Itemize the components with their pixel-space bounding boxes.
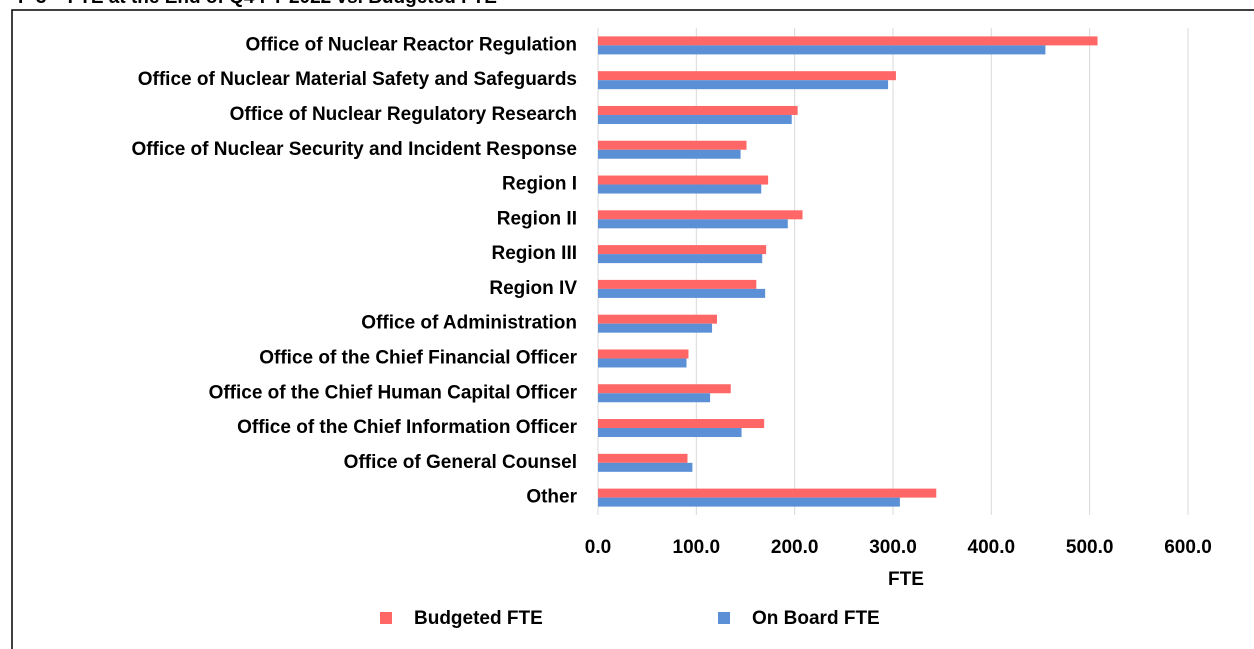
y-tick-label: Region III xyxy=(492,243,578,264)
x-tick-label: 0.0 xyxy=(585,537,611,558)
bar xyxy=(598,462,693,472)
bar xyxy=(598,175,769,185)
y-tick-label: Other xyxy=(526,487,577,508)
bar xyxy=(598,219,788,229)
bar xyxy=(598,323,713,333)
bar xyxy=(598,384,731,394)
bar xyxy=(598,45,1046,55)
y-tick-label: Office of the Chief Financial Officer xyxy=(259,347,577,368)
bar xyxy=(598,105,798,115)
y-tick-label: Office of the Chief Information Officer xyxy=(237,417,578,438)
bar xyxy=(598,36,1098,46)
bar xyxy=(598,497,900,507)
bar xyxy=(598,71,896,81)
legend-label: On Board FTE xyxy=(752,608,880,629)
x-axis-label: FTE xyxy=(888,569,924,590)
bar xyxy=(598,80,889,90)
x-tick-label: 500.0 xyxy=(1066,537,1114,558)
x-tick-label: 300.0 xyxy=(869,537,917,558)
frame xyxy=(11,9,1254,649)
x-tick-label: 100.0 xyxy=(673,537,721,558)
chart-title: F-3 – FTE at the End of Q4 FY 2022 vs. B… xyxy=(18,0,497,8)
bar xyxy=(598,254,763,264)
legend-label: Budgeted FTE xyxy=(414,608,543,629)
bar xyxy=(598,184,762,194)
bar xyxy=(598,314,717,324)
y-tick-label: Office of Nuclear Material Safety and Sa… xyxy=(138,69,577,90)
legend-swatch xyxy=(380,612,392,624)
x-tick-label: 600.0 xyxy=(1164,537,1212,558)
bar xyxy=(598,358,687,368)
bar xyxy=(598,288,766,298)
bar xyxy=(598,419,765,429)
bar xyxy=(598,245,767,255)
y-tick-label: Office of Nuclear Security and Incident … xyxy=(131,139,577,160)
x-tick-label: 400.0 xyxy=(968,537,1016,558)
bar xyxy=(598,393,711,403)
y-tick-label: Office of Nuclear Regulatory Research xyxy=(230,104,577,125)
y-tick-label: Office of the Chief Human Capital Office… xyxy=(209,382,578,403)
bar xyxy=(598,210,803,220)
bar xyxy=(598,453,688,463)
y-tick-label: Region I xyxy=(502,174,577,195)
y-tick-label: Office of Administration xyxy=(361,313,577,334)
y-tick-label: Region IV xyxy=(489,278,577,299)
bar xyxy=(598,149,741,159)
x-tick-label: 200.0 xyxy=(771,537,819,558)
legend-swatch xyxy=(718,612,730,624)
y-tick-label: Region II xyxy=(497,208,577,229)
bar xyxy=(598,488,937,498)
bar xyxy=(598,140,747,150)
y-tick-label: Office of Nuclear Reactor Regulation xyxy=(245,34,577,55)
bar xyxy=(598,428,742,438)
bar xyxy=(598,279,757,289)
y-tick-label: Office of General Counsel xyxy=(344,452,577,473)
bar xyxy=(598,114,792,124)
bar xyxy=(598,349,689,359)
